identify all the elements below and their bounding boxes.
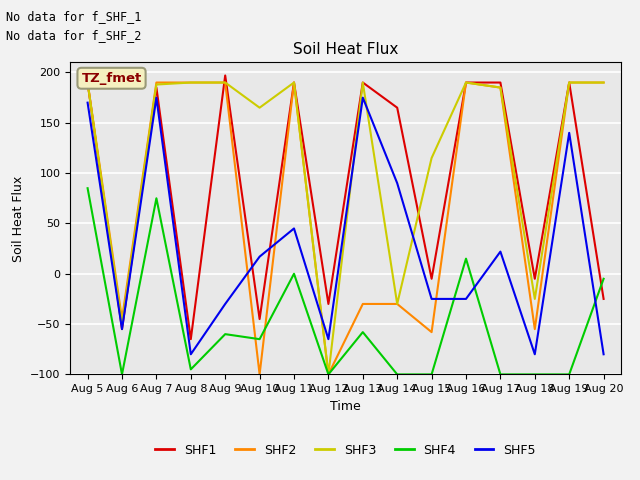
Text: No data for f_SHF_1: No data for f_SHF_1 [6, 10, 142, 23]
Title: Soil Heat Flux: Soil Heat Flux [293, 42, 398, 57]
Text: TZ_fmet: TZ_fmet [81, 72, 141, 85]
Y-axis label: Soil Heat Flux: Soil Heat Flux [12, 175, 25, 262]
X-axis label: Time: Time [330, 400, 361, 413]
Text: No data for f_SHF_2: No data for f_SHF_2 [6, 29, 142, 42]
Legend: SHF1, SHF2, SHF3, SHF4, SHF5: SHF1, SHF2, SHF3, SHF4, SHF5 [150, 439, 541, 462]
